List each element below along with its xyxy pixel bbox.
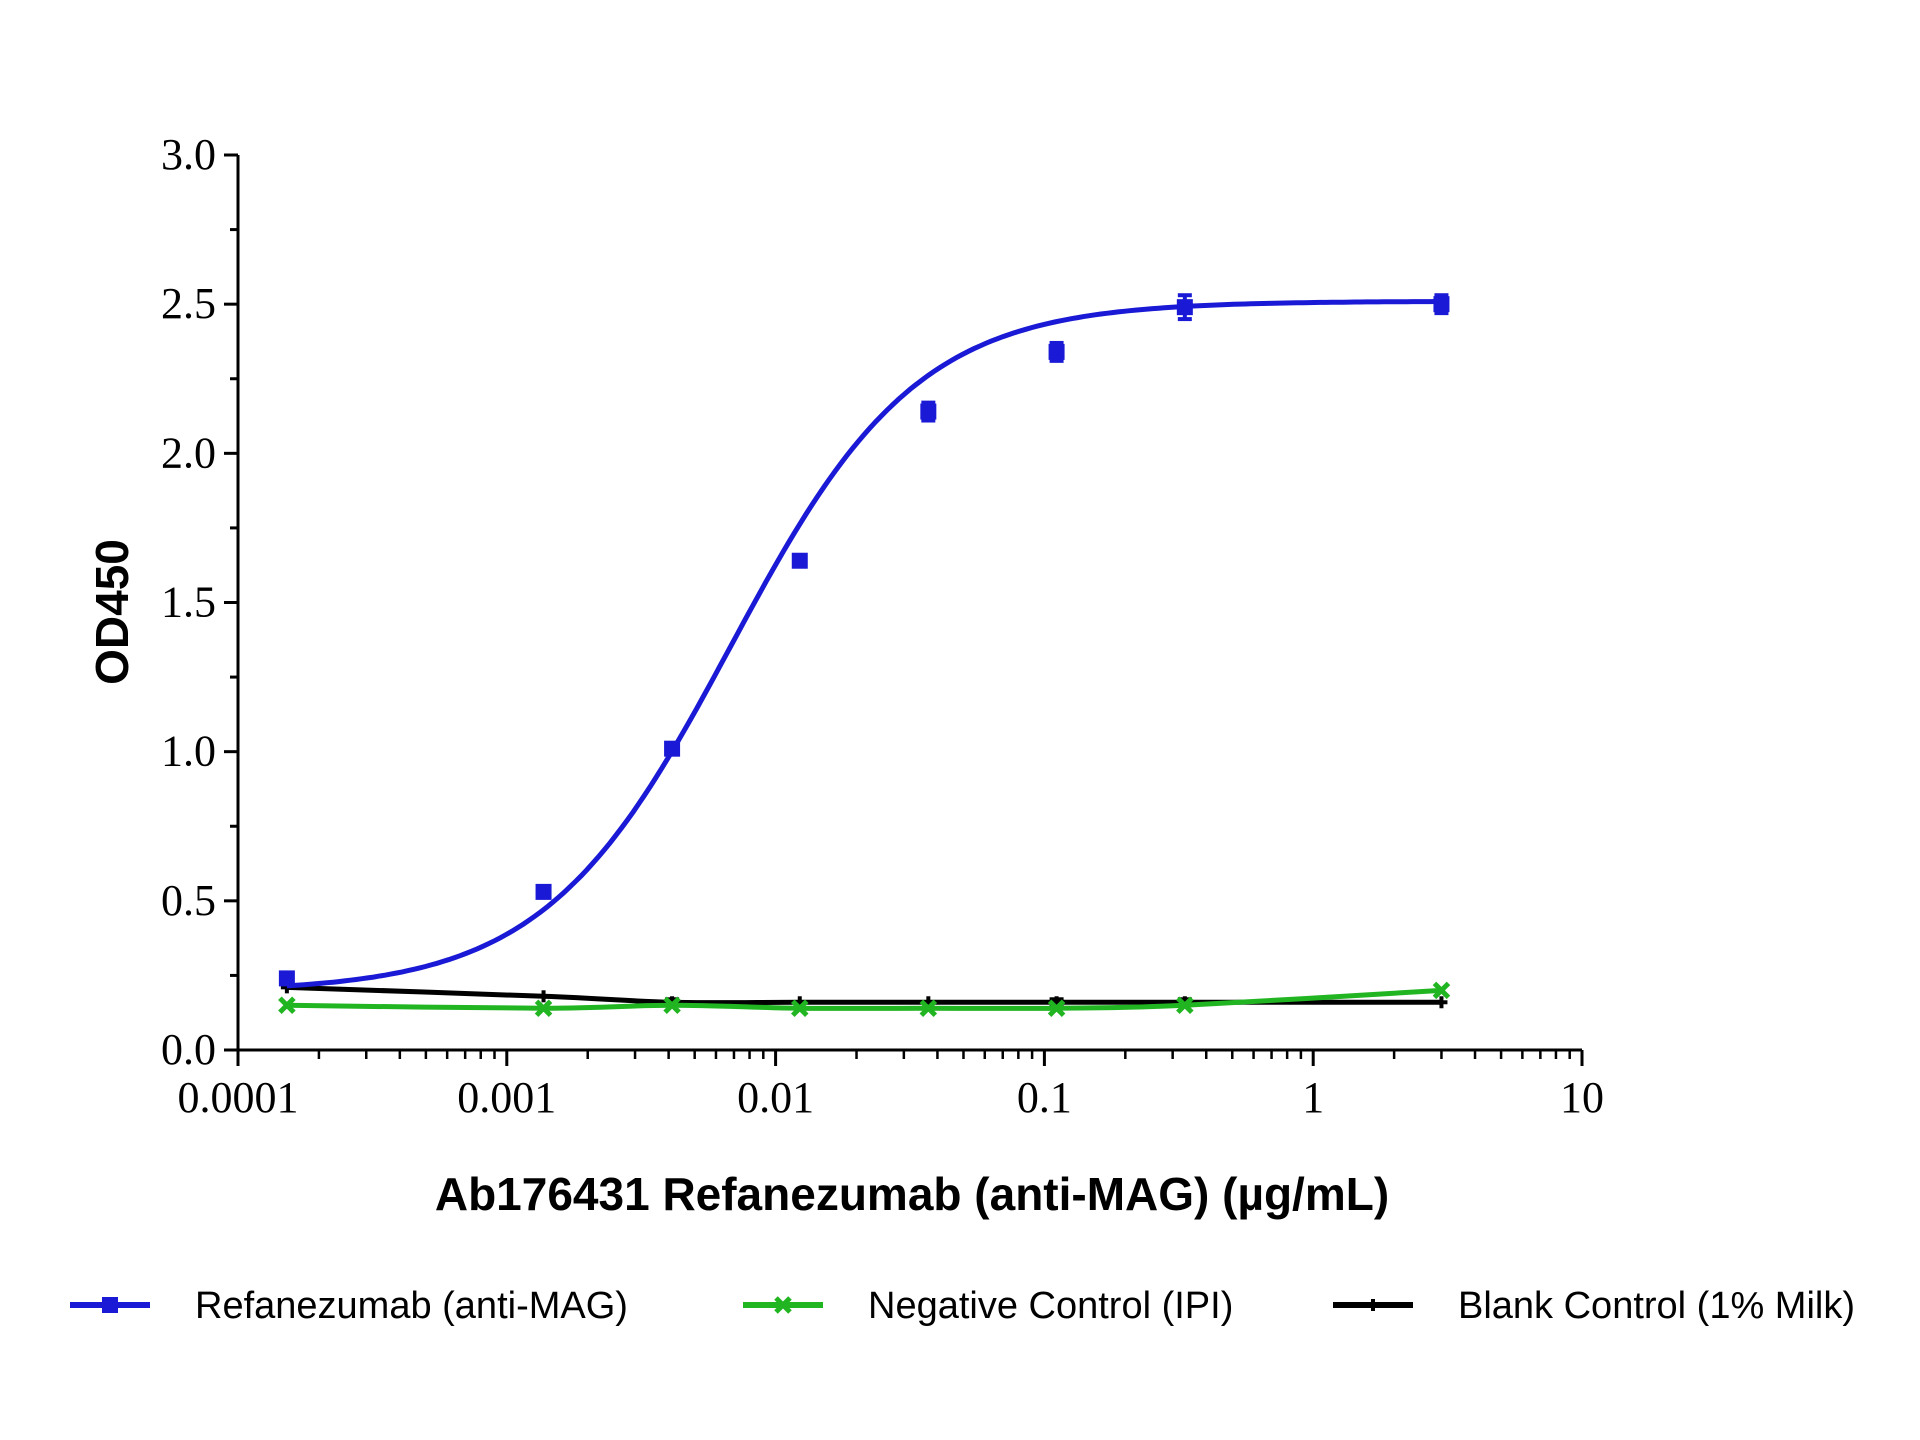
y-tick-label: 0.0 — [161, 1025, 216, 1074]
data-point — [102, 1297, 118, 1313]
y-tick-label: 1.5 — [161, 578, 216, 627]
series-2 — [280, 981, 1448, 1009]
series-1 — [278, 981, 1451, 1018]
x-tick-label: 10 — [1560, 1073, 1604, 1122]
data-point — [1176, 996, 1194, 1015]
legend-item-0: Refanezumab (anti-MAG) — [70, 1285, 628, 1327]
plot-area — [278, 293, 1451, 1018]
data-point — [791, 552, 808, 569]
y-tick-label: 0.5 — [161, 876, 216, 925]
data-point — [535, 883, 552, 900]
series-0 — [278, 293, 1450, 989]
data-point — [1433, 296, 1450, 313]
legend-item-2: Blank Control (1% Milk) — [1333, 1285, 1855, 1327]
data-point — [663, 996, 681, 1015]
data-point — [278, 970, 295, 987]
data-point — [278, 996, 296, 1015]
data-point — [537, 990, 550, 1003]
legend-label: Refanezumab (anti-MAG) — [195, 1285, 628, 1327]
data-point — [774, 1296, 792, 1314]
data-point — [1048, 343, 1065, 360]
data-point — [920, 403, 937, 420]
x-tick-label: 1 — [1302, 1073, 1324, 1122]
data-point — [1047, 999, 1066, 1018]
y-axis-title: OD450 — [86, 539, 138, 685]
series-line — [286, 299, 1442, 989]
y-tick-label: 1.0 — [161, 727, 216, 776]
legend-item-1: Negative Control (IPI) — [743, 1285, 1233, 1327]
x-tick-label: 0.1 — [1017, 1073, 1072, 1122]
data-point — [534, 999, 553, 1018]
data-point — [919, 999, 938, 1018]
legend: Refanezumab (anti-MAG) Negative Control (… — [70, 1285, 1855, 1327]
y-tick-label: 2.0 — [161, 428, 216, 477]
data-point — [1432, 981, 1451, 1000]
x-tick-label: 0.0001 — [178, 1073, 299, 1122]
data-point — [1176, 299, 1193, 316]
legend-label: Negative Control (IPI) — [868, 1285, 1233, 1327]
y-axis: 0.0 0.5 1.0 1.5 2.0 2.5 3.0 — [161, 130, 240, 1074]
data-point — [1435, 996, 1448, 1009]
data-point — [790, 999, 809, 1018]
x-axis: 0.0001 0.001 0.01 0.1 1 10 — [178, 1048, 1604, 1122]
y-tick-label: 3.0 — [161, 130, 216, 179]
data-point — [1367, 1299, 1379, 1311]
legend-label: Blank Control (1% Milk) — [1458, 1285, 1855, 1327]
x-tick-label: 0.01 — [737, 1073, 814, 1122]
y-tick-label: 2.5 — [161, 279, 216, 328]
data-point — [664, 740, 681, 757]
x-axis-title: Ab176431 Refanezumab (anti-MAG) (µg/mL) — [435, 1168, 1389, 1220]
x-tick-label: 0.001 — [457, 1073, 556, 1122]
